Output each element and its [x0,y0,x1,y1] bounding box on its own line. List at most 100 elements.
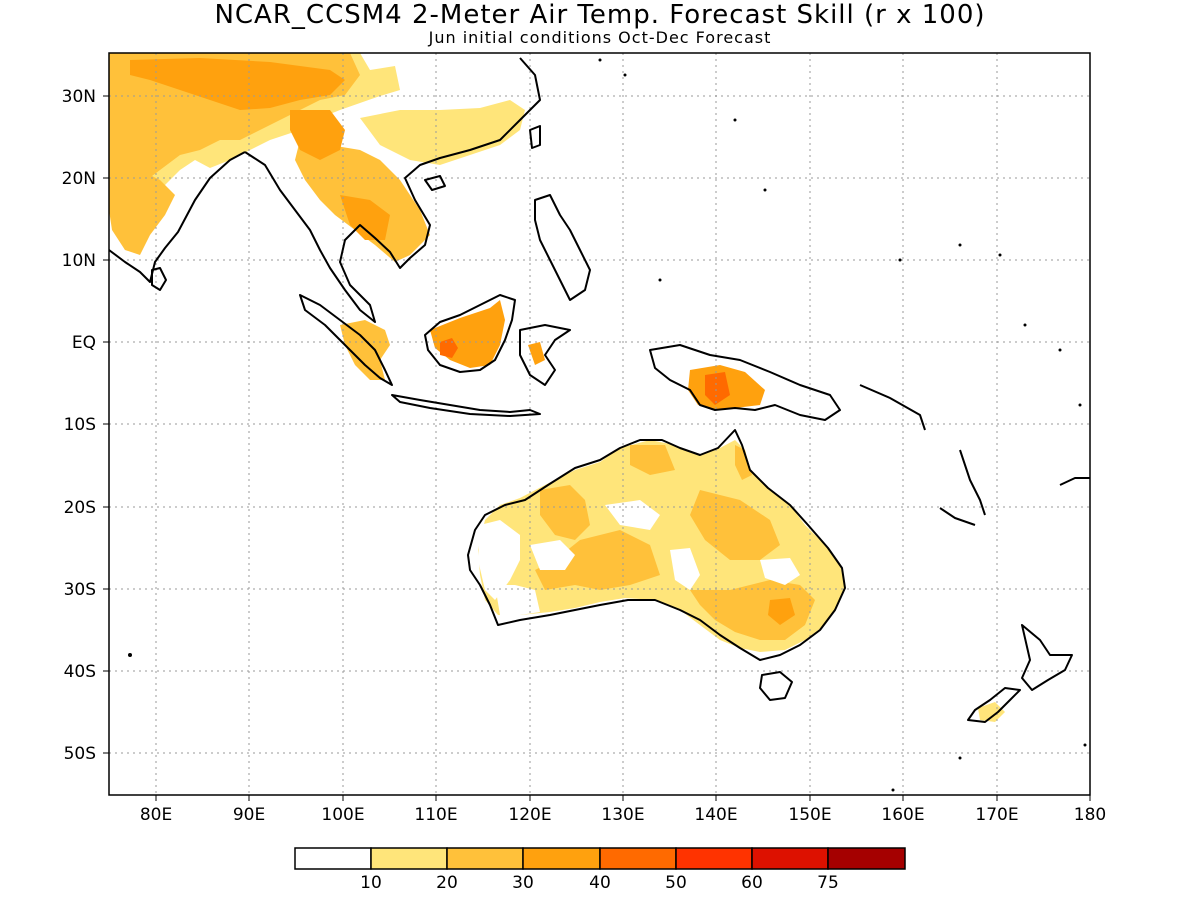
colorbar-label: 60 [741,873,763,893]
colorbar-swatch [827,847,906,870]
map-subtitle: Jun initial conditions Oct-Dec Forecast [428,28,772,47]
colorbar-swatch [370,847,448,870]
skill-gap-australia-center [530,540,575,570]
coastline-tasmania [759,671,793,701]
island-dot [1083,743,1087,747]
colorbar-swatch [599,847,677,870]
skill-region-china-light [360,100,525,165]
coastline-new-caledonia [939,507,976,526]
colorbar-swatch [751,847,829,870]
coastline-fiji [1059,477,1090,486]
colorbar: 10 20 30 40 50 60 75 [294,847,906,893]
lat-tick-label: EQ [72,333,96,353]
lon-tick-label: 90E [233,805,265,825]
lat-tick-label: 20S [64,498,96,518]
skill-region-new-zealand [978,702,1005,722]
skill-gap-australia-west [478,520,520,600]
coastline-java [391,394,541,417]
lat-tick-label: 10S [64,415,96,435]
lat-tick-label: 20N [62,169,96,189]
coastline-sri-lanka [151,267,167,291]
lon-tick-label: 130E [601,805,644,825]
coastline-taiwan [529,125,541,149]
lat-tick-label: 30S [64,580,96,600]
lon-axis: 80E 90E 100E 110E 120E 130E 140E 150E 16… [140,795,1106,825]
island-dot [733,118,737,122]
skill-gap-australia-north [605,500,660,530]
colorbar-swatch [446,847,524,870]
map-title: NCAR_CCSM4 2-Meter Air Temp. Forecast Sk… [214,0,986,30]
lon-tick-label: 180 [1074,805,1106,825]
skill-region-australia-dark [768,598,795,625]
island-dot [763,188,767,192]
lon-tick-label: 150E [788,805,831,825]
lat-tick-label: 30N [62,87,96,107]
colorbar-label: 20 [436,873,458,893]
lon-tick-label: 100E [321,805,364,825]
skill-region-sulawesi [528,342,545,365]
lon-tick-label: 140E [694,805,737,825]
skill-region-australia-mid-cape [735,445,752,480]
skill-region-australia-mid-north [630,445,675,475]
island-dot [598,58,602,62]
skill-region-australia-mid-center [535,530,660,590]
island-dot [128,653,132,657]
coastline-india [109,151,246,283]
lat-tick-label: 50S [64,744,96,764]
island-dot [958,756,962,760]
skill-region-sumatra [340,320,390,380]
lon-tick-label: 120E [508,805,551,825]
coastline-solomon [859,384,926,431]
lon-tick-label: 80E [140,805,172,825]
coastline-nz-south [967,687,1021,723]
coastline-australia [467,429,846,661]
small-islands [128,58,1087,792]
coastline-sumatra [299,294,393,386]
skill-region-australia-mid-se [690,580,815,640]
lon-tick-label: 160E [881,805,924,825]
skill-region-australia-mid-ne [690,490,780,560]
island-dot [1078,403,1082,407]
island-dot [998,253,1002,257]
skill-gap-australia-se [760,558,800,585]
colorbar-swatch [522,847,601,870]
coastline-hainan [424,175,446,191]
coastline-indochina [244,57,541,323]
colorbar-label: 40 [589,873,611,893]
skill-shading [109,53,1005,722]
coastlines [109,57,1090,723]
island-dot [958,243,962,247]
colorbar-label: 75 [817,873,839,893]
skill-region-borneo-core [440,338,458,358]
island-dot [1023,323,1027,327]
lon-tick-label: 170E [975,805,1018,825]
skill-region-australia-mid-west [540,485,590,540]
coastline-sulawesi [519,324,571,386]
skill-region-myanmar-dark [290,110,345,160]
coastline-vanuatu [959,449,986,516]
skill-region-tibet-dark [130,58,345,110]
skill-region-india [109,165,175,255]
grid-lines [109,53,1090,795]
lon-tick-label: 110E [414,805,457,825]
lat-tick-label: 10N [62,251,96,271]
skill-region-new-guinea-core [705,372,730,405]
plot-frame [108,52,1091,796]
coastline-borneo [424,294,516,373]
lat-tick-label: 40S [64,662,96,682]
coastline-nz-north [1021,624,1073,691]
colorbar-label: 10 [360,873,382,893]
colorbar-swatch [675,847,753,870]
island-dot [658,278,662,282]
skill-gap-australia-east [670,548,700,590]
island-dot [891,788,895,792]
island-dot [898,258,902,262]
skill-region-indochina-dark [340,195,390,240]
coastline-philippines [534,194,591,301]
island-dot [623,73,627,77]
colorbar-swatch [294,847,372,870]
skill-gap-australia-sw [495,585,540,615]
island-dot [1058,348,1062,352]
colorbar-label: 50 [665,873,687,893]
